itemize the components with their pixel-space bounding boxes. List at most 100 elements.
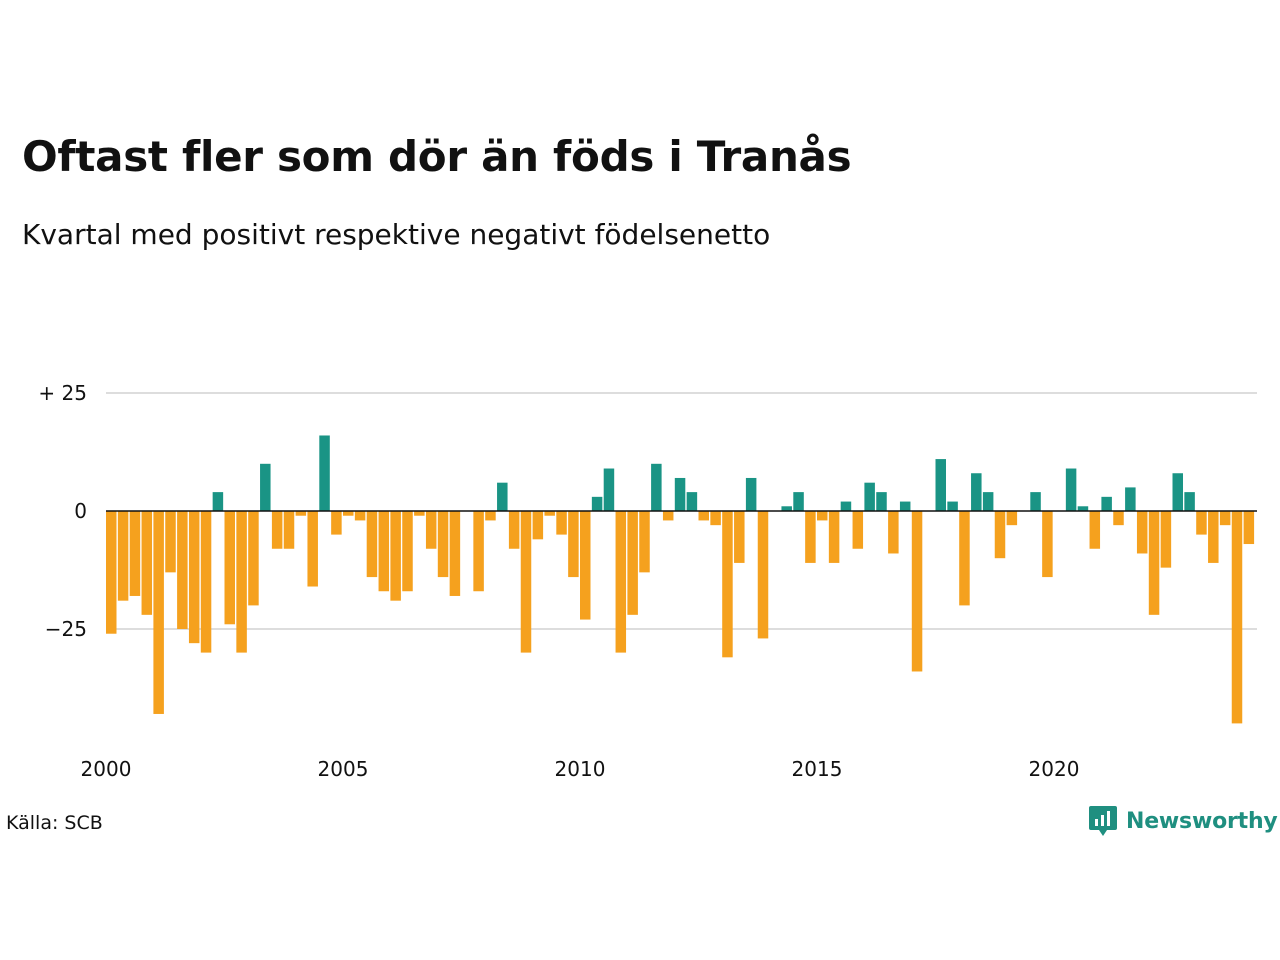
bar-positive [603, 468, 615, 511]
bar-negative [165, 511, 176, 573]
bar-positive [651, 463, 662, 511]
bar-negative [188, 511, 200, 644]
bar-negative [402, 511, 413, 592]
bar-negative [994, 511, 1006, 559]
bar-chart: + 25 0 −25 2000 2005 2010 2015 2020 [38, 381, 1257, 781]
bar-negative [698, 511, 709, 521]
bar-negative [153, 511, 164, 714]
bar-positive [1030, 492, 1041, 511]
bar-negative [710, 511, 721, 526]
bar-negative [437, 511, 449, 578]
bar-positive [1172, 473, 1183, 511]
bar-negative [283, 511, 295, 549]
bar-negative [129, 511, 141, 596]
bar-positive [319, 435, 330, 511]
bar-negative [1231, 511, 1243, 724]
bar-positive [935, 459, 946, 511]
bar-negative [117, 511, 129, 601]
bar-positive [212, 492, 224, 511]
bar-positive [899, 501, 911, 511]
bar-negative [544, 511, 555, 516]
bar-positive [781, 506, 792, 511]
y-tick-label: + 25 [38, 381, 87, 405]
bar-negative [473, 511, 484, 592]
bar-positive [971, 473, 982, 511]
bar-negative [580, 511, 591, 620]
bar-positive [947, 501, 958, 511]
bar-negative [485, 511, 496, 521]
bar-negative [414, 511, 425, 516]
chart-title: Oftast fler som dör än föds i Tranås [22, 132, 852, 181]
bar-negative [1208, 511, 1219, 563]
bar-positive [260, 463, 271, 511]
bar-negative [331, 511, 342, 535]
bar-negative [568, 511, 579, 578]
bar-negative [449, 511, 461, 596]
bar-negative [425, 511, 437, 549]
bar-negative [295, 511, 307, 516]
bar-negative [615, 511, 627, 653]
bar-negative [556, 511, 567, 535]
bar-positive [497, 482, 508, 511]
bar-negative [378, 511, 390, 592]
bar-negative [828, 511, 840, 563]
chart-subtitle: Kvartal med positivt respektive negativt… [22, 218, 771, 251]
bar-positive [1101, 496, 1112, 511]
bar-negative [271, 511, 283, 549]
bar-negative [390, 511, 401, 601]
bar-chart-speech-bubble-icon [1089, 806, 1117, 836]
bar-positive [1125, 487, 1136, 511]
x-tick-label: 2020 [1029, 757, 1080, 781]
bar-negative [1148, 511, 1160, 615]
bar-negative [1196, 511, 1207, 535]
bar-negative [354, 511, 366, 521]
x-tick-label: 2005 [318, 757, 369, 781]
bar-negative [508, 511, 520, 549]
axis-layer: + 25 0 −25 2000 2005 2010 2015 2020 [38, 381, 1257, 781]
bar-negative [662, 511, 674, 521]
bar-negative [106, 511, 117, 634]
bar-negative [817, 511, 828, 521]
bar-layer [106, 435, 1255, 724]
bar-negative [959, 511, 970, 606]
bar-negative [200, 511, 212, 653]
bar-negative [1042, 511, 1053, 578]
brand-name: Newsworthy [1126, 808, 1278, 834]
bar-negative [852, 511, 864, 549]
bar-negative [141, 511, 153, 615]
bar-positive [982, 492, 994, 511]
bar-negative [307, 511, 318, 587]
bar-positive [793, 492, 804, 511]
bar-positive [864, 482, 875, 511]
grid-layer [106, 392, 1257, 630]
bar-negative [805, 511, 816, 563]
bar-positive [1184, 492, 1195, 511]
y-tick-label: −25 [45, 617, 87, 641]
bar-negative [627, 511, 638, 615]
bar-negative [236, 511, 247, 653]
bar-negative [224, 511, 235, 625]
brand-logo[interactable]: Newsworthy [1088, 804, 1278, 838]
bar-negative [1006, 511, 1018, 526]
bar-positive [591, 496, 603, 511]
bar-negative [734, 511, 745, 563]
bar-negative [366, 511, 378, 578]
bar-negative [343, 511, 354, 516]
bar-positive [674, 477, 686, 511]
x-tick-label: 2000 [81, 757, 132, 781]
bar-negative [757, 511, 769, 639]
bar-negative [639, 511, 650, 573]
bar-negative [1160, 511, 1172, 568]
bar-negative [532, 511, 544, 540]
source-note: Källa: SCB [6, 812, 103, 834]
bar-negative [1243, 511, 1255, 545]
bar-negative [177, 511, 188, 629]
bar-negative [1089, 511, 1101, 549]
x-tick-label: 2015 [792, 757, 843, 781]
bar-positive [1077, 506, 1089, 511]
bar-negative [722, 511, 733, 658]
bar-negative [888, 511, 899, 554]
bar-positive [1065, 468, 1077, 511]
bar-negative [1113, 511, 1124, 526]
bar-positive [686, 492, 698, 511]
